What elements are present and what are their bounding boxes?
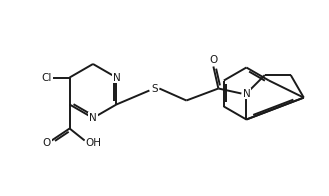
Text: O: O xyxy=(209,54,217,64)
Text: N: N xyxy=(242,89,250,99)
Text: OH: OH xyxy=(86,139,102,149)
Text: N: N xyxy=(113,73,120,83)
Text: S: S xyxy=(151,83,158,93)
Text: O: O xyxy=(42,139,51,149)
Text: N: N xyxy=(89,113,97,123)
Text: Cl: Cl xyxy=(41,73,52,83)
